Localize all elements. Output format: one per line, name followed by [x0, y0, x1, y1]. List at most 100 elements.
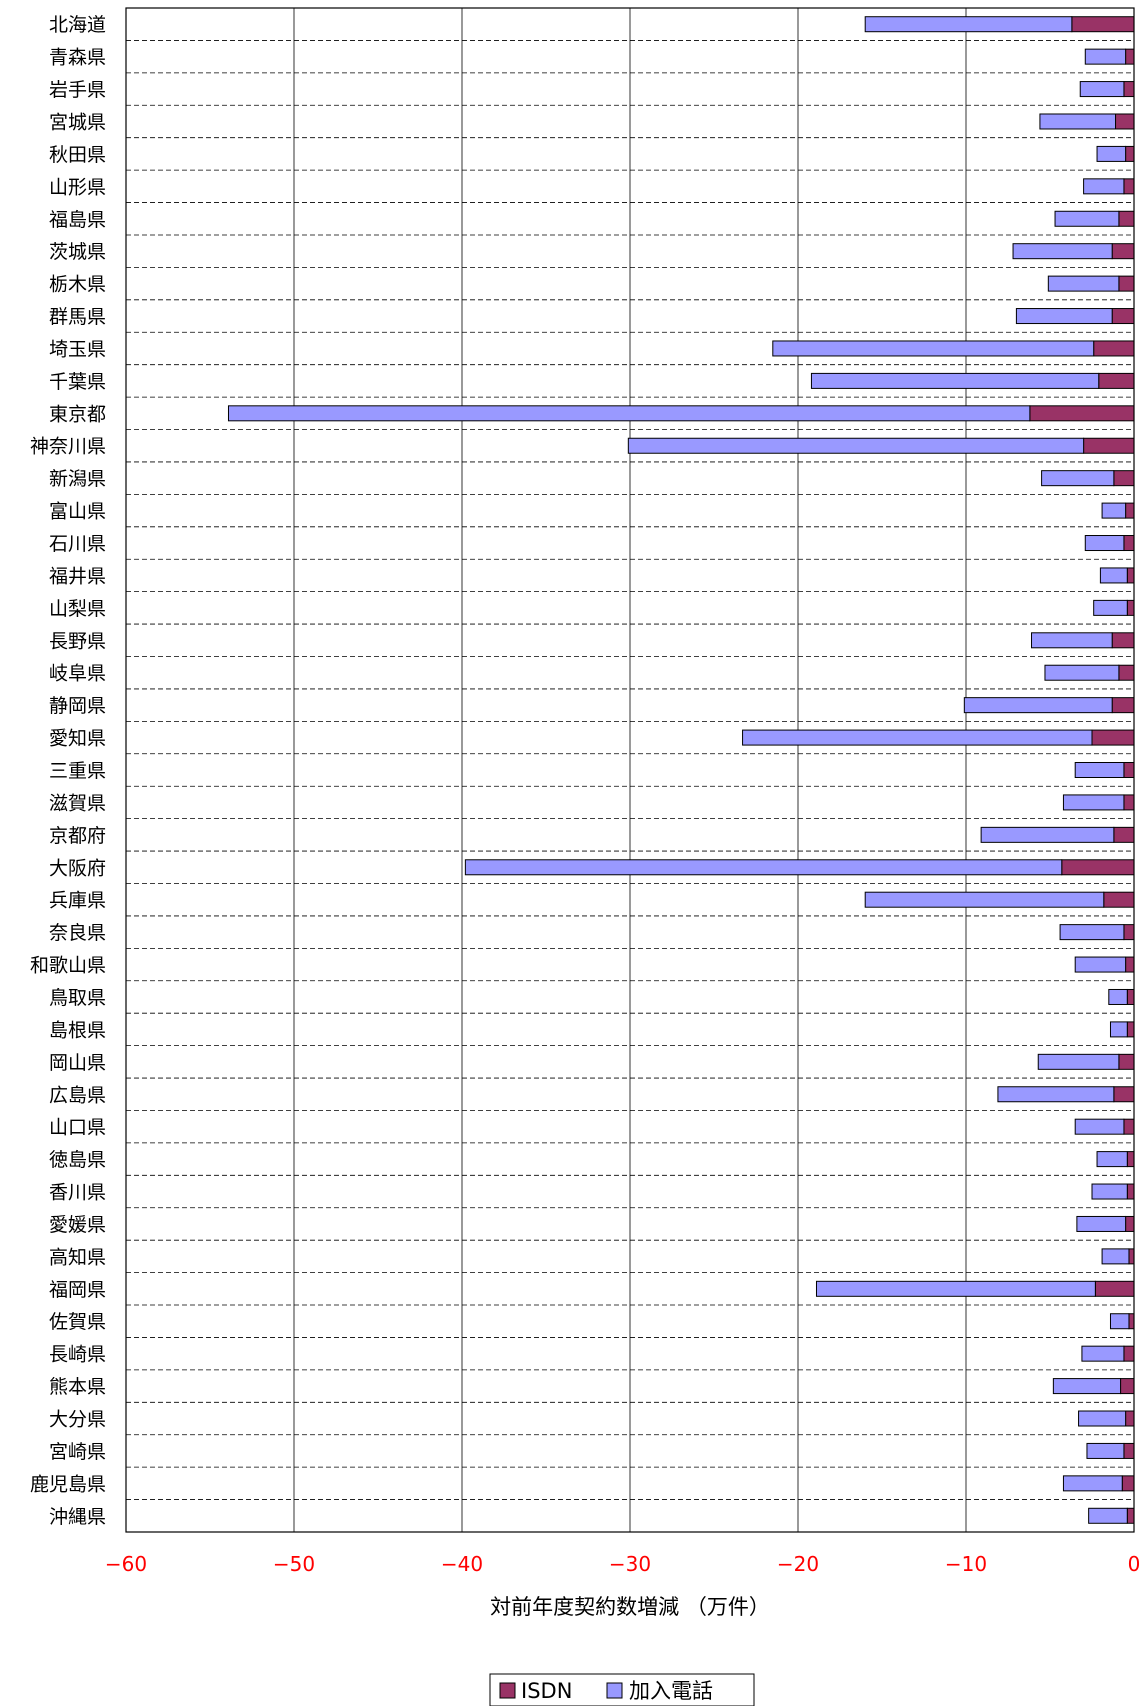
bar-isdn: [1094, 1280, 1135, 1297]
bar-isdn: [1093, 340, 1135, 357]
plot-area: [125, 7, 1135, 1533]
bar-kanyu-denwa: [1096, 1151, 1128, 1168]
bar-kanyu-denwa: [1096, 145, 1127, 162]
category-label: 福岡県: [49, 1279, 106, 1301]
bar-isdn: [1111, 243, 1135, 260]
bar-isdn: [1123, 794, 1135, 811]
category-label: 鹿児島県: [30, 1473, 106, 1495]
bar-isdn: [1118, 275, 1135, 292]
x-tick-label: −30: [609, 1552, 651, 1576]
bar-kanyu-denwa: [997, 1086, 1115, 1103]
category-label: 岐阜県: [49, 663, 106, 685]
bar-isdn: [1113, 826, 1135, 843]
bar-isdn: [1103, 891, 1135, 908]
legend-label-kanyu-denwa: 加入電話: [629, 1679, 713, 1703]
legend-swatch-isdn: [499, 1682, 516, 1699]
bar-isdn: [1128, 1313, 1135, 1330]
bar-isdn: [1123, 535, 1135, 552]
bar-kanyu-denwa: [1012, 243, 1113, 260]
category-label: 広島県: [49, 1084, 106, 1106]
bar-kanyu-denwa: [1084, 48, 1127, 65]
bar-isdn: [1123, 1345, 1135, 1362]
bar-isdn: [1098, 372, 1135, 389]
x-tick-label: −40: [441, 1552, 483, 1576]
bar-isdn: [1111, 632, 1135, 649]
bar-kanyu-denwa: [1062, 1475, 1123, 1492]
bar-kanyu-denwa: [742, 729, 1093, 746]
category-label: 愛媛県: [49, 1214, 106, 1236]
bar-kanyu-denwa: [864, 16, 1073, 33]
bar-kanyu-denwa: [1101, 1248, 1130, 1265]
bar-kanyu-denwa: [864, 891, 1105, 908]
bar-isdn: [1123, 924, 1135, 941]
category-label: 福井県: [49, 565, 106, 587]
bar-kanyu-denwa: [1083, 178, 1125, 195]
category-label: 大分県: [49, 1409, 106, 1431]
bar-kanyu-denwa: [1041, 470, 1115, 487]
bar-kanyu-denwa: [1059, 924, 1125, 941]
category-label: 島根県: [49, 1019, 106, 1041]
bar-kanyu-denwa: [963, 697, 1113, 714]
bar-kanyu-denwa: [1037, 1053, 1120, 1070]
category-label: 和歌山県: [30, 955, 106, 977]
category-label: 宮崎県: [49, 1441, 106, 1463]
bar-isdn: [1123, 1442, 1135, 1459]
category-label: 愛知県: [49, 728, 106, 750]
bar-kanyu-denwa: [1044, 664, 1120, 681]
bar-kanyu-denwa: [1109, 1021, 1128, 1038]
category-label: 大阪府: [49, 857, 106, 879]
bar-isdn: [1126, 1507, 1135, 1524]
category-label: 佐賀県: [49, 1311, 106, 1333]
category-label: 兵庫県: [49, 890, 106, 912]
category-label: 香川県: [49, 1182, 106, 1204]
category-label: 山形県: [49, 176, 106, 198]
bar-isdn: [1123, 81, 1135, 98]
bar-kanyu-denwa: [1062, 794, 1125, 811]
x-tick-label: −20: [777, 1552, 819, 1576]
bar-isdn: [1125, 502, 1135, 519]
bar-isdn: [1123, 178, 1135, 195]
bar-isdn: [1111, 697, 1135, 714]
category-label: 福島県: [49, 209, 106, 231]
category-label: 岡山県: [49, 1052, 106, 1074]
legend-label-isdn: ISDN: [521, 1679, 572, 1703]
bar-isdn: [1061, 859, 1135, 876]
bar-isdn: [1118, 664, 1135, 681]
bar-isdn: [1126, 567, 1135, 584]
bar-isdn: [1029, 405, 1135, 422]
x-axis-title: 対前年度契約数増減 （万件）: [490, 1595, 770, 1619]
gridlines: [125, 8, 1135, 1532]
bar-kanyu-denwa: [1093, 599, 1128, 616]
bar-kanyu-denwa: [1079, 81, 1125, 98]
x-tick-label: −50: [273, 1552, 315, 1576]
category-label: 奈良県: [49, 922, 106, 944]
bar-isdn: [1111, 308, 1135, 325]
category-label: 東京都: [49, 403, 106, 425]
bar-kanyu-denwa: [1101, 502, 1127, 519]
category-label: 熊本県: [49, 1376, 106, 1398]
category-label: 茨城県: [49, 241, 106, 263]
category-labels: 北海道青森県岩手県宮城県秋田県山形県福島県茨城県栃木県群馬県埼玉県千葉県東京都神…: [30, 14, 106, 1528]
bar-kanyu-denwa: [1078, 1410, 1127, 1427]
legend: ISDN 加入電話: [489, 1673, 755, 1706]
bar-isdn: [1125, 145, 1135, 162]
category-label: 静岡県: [49, 695, 106, 717]
category-label: 滋賀県: [49, 792, 106, 814]
bar-isdn: [1126, 1021, 1135, 1038]
bars: [227, 16, 1135, 1524]
bar-isdn: [1125, 1410, 1135, 1427]
category-label: 宮城県: [49, 111, 106, 133]
category-label: 栃木県: [49, 274, 106, 296]
category-label: 秋田県: [49, 144, 106, 166]
bar-kanyu-denwa: [980, 826, 1115, 843]
category-label: 岩手県: [49, 79, 106, 101]
legend-swatch-kanyu-denwa: [606, 1682, 623, 1699]
bar-isdn: [1126, 988, 1135, 1005]
category-label: 高知県: [49, 1246, 106, 1268]
category-label: 新潟県: [49, 468, 106, 490]
category-label: 埼玉県: [49, 338, 106, 360]
bar-kanyu-denwa: [810, 372, 1100, 389]
category-label: 山梨県: [49, 598, 106, 620]
bar-kanyu-denwa: [1088, 1507, 1128, 1524]
